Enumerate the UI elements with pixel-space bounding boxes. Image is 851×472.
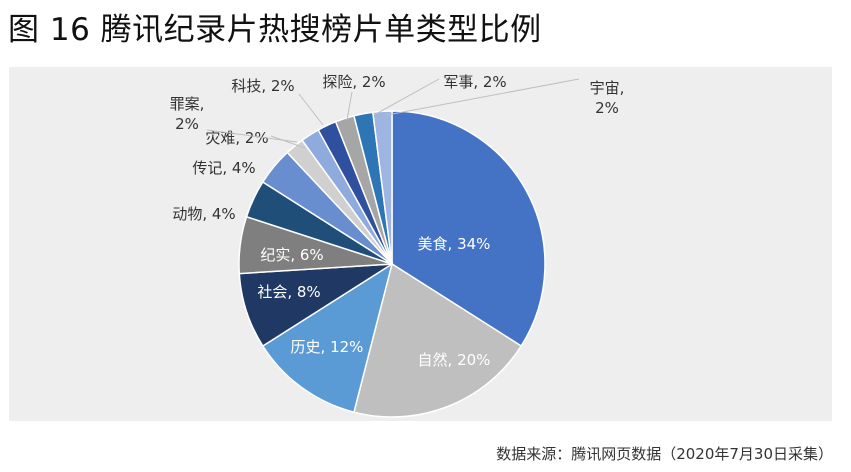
data-label-动物: 动物, 4% xyxy=(172,205,235,223)
source-note: 数据来源：腾讯网页数据（2020年7月30日采集） xyxy=(496,445,833,463)
chart-panel: 美食, 34% 自然, 20% 历史, 12% 社会, 8% 纪实, 6% 动物, 4% 传… xyxy=(9,67,832,421)
pie-slice-自然 xyxy=(353,262,523,418)
data-label-自然: 自然, 20% xyxy=(418,351,491,369)
leader-line-科技 xyxy=(298,93,324,126)
data-label-纪实: 纪实, 6% xyxy=(260,246,323,264)
data-label-美食: 美食, 34% xyxy=(418,235,491,253)
pie-chart: 美食, 34% 自然, 20% 历史, 12% 社会, 8% 纪实, 6% 动物, 4% 传… xyxy=(170,73,625,418)
pie-slice-美食 xyxy=(391,110,546,348)
chart-title: 图 16 腾讯纪录片热搜榜片单类型比例 xyxy=(8,12,542,48)
data-label-灾难: 灾难, 2% xyxy=(205,129,268,147)
data-label-历史: 历史, 12% xyxy=(291,338,364,356)
leader-line-军事 xyxy=(373,78,440,116)
data-label-传记: 传记, 4% xyxy=(192,159,255,177)
data-label-罪案: 罪案, 2% xyxy=(170,95,205,133)
leader-line-罪案 xyxy=(206,129,298,143)
data-label-探险: 探险, 2% xyxy=(322,73,385,91)
data-label-科技: 科技, 2% xyxy=(231,77,294,95)
leader-line-探险 xyxy=(346,91,353,121)
pie-slice-历史 xyxy=(261,262,394,414)
pie-slice-宇宙 xyxy=(371,110,393,265)
data-label-社会: 社会, 8% xyxy=(257,283,320,301)
data-label-宇宙: 宇宙, 2% xyxy=(590,79,625,117)
data-label-军事: 军事, 2% xyxy=(443,73,506,91)
leader-line-宇宙 xyxy=(386,78,580,116)
leader-line-灾难 xyxy=(270,135,306,149)
